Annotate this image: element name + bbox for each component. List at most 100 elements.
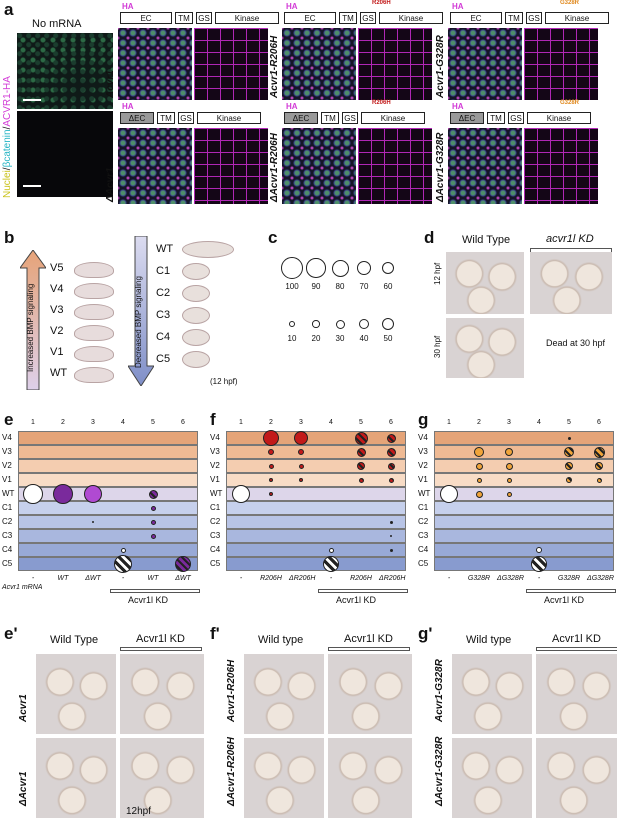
- micrograph-ha: [358, 128, 432, 204]
- embryo-photo-wt: [452, 738, 532, 818]
- phenotype-circle: [564, 447, 574, 457]
- d-kd-label: acvr1l KD: [546, 233, 594, 245]
- kd-bar: [120, 647, 202, 651]
- domain-box: Kinase: [197, 112, 261, 124]
- phenotype-circle: [390, 535, 392, 537]
- panel-label-g-prime: g': [418, 624, 433, 643]
- embryo-photo-wt: [36, 738, 116, 818]
- x-label: WT: [57, 575, 69, 582]
- domain-box: TM: [157, 112, 175, 124]
- kd-label: Acvr1l KD: [336, 595, 377, 605]
- row-label-wt: WT: [210, 489, 223, 498]
- class-row: [226, 501, 406, 515]
- kd-header: Acvr1l KD: [136, 633, 185, 645]
- row-label-c3: C3: [210, 531, 221, 540]
- phenotype-circle: [474, 447, 484, 457]
- panel-label-d: d: [424, 228, 435, 247]
- phenotype-circle: [23, 484, 43, 504]
- scale-circle: [312, 320, 320, 328]
- row-label-v3: V3: [2, 447, 12, 456]
- class-row: [226, 431, 406, 445]
- x-label: -: [121, 575, 125, 582]
- micrograph-ha: [194, 128, 268, 204]
- phenotype-circle: [263, 430, 279, 446]
- column-number: 4: [537, 419, 541, 426]
- kd-bar: [110, 589, 200, 593]
- scale-value: 10: [287, 334, 297, 343]
- embryo-photo-kd: [328, 738, 412, 818]
- column-number: 2: [477, 419, 481, 426]
- row-genotype: ΔAcvr1-G328R: [434, 736, 445, 806]
- wt-header: Wild type: [466, 634, 512, 646]
- construct-label: Acvr1-R206H: [269, 35, 280, 98]
- row-label-c5: C5: [2, 559, 13, 568]
- scale-value: 90: [311, 282, 321, 291]
- x-label: G328R: [467, 575, 491, 582]
- kd-bar: [318, 589, 408, 593]
- scale-circle: [335, 319, 345, 329]
- class-row: [434, 529, 614, 543]
- decrease-label: Decreased BMP signaling: [134, 276, 143, 368]
- row-label-c1: C1: [418, 503, 429, 512]
- kd-header: Acvr1l KD: [344, 633, 393, 645]
- phenotype-circle: [150, 519, 156, 525]
- class-label-v2: V2: [50, 325, 64, 337]
- phenotype-circle: [536, 547, 542, 553]
- x-label: R206H: [350, 575, 372, 582]
- ha-tag: HA: [286, 102, 298, 111]
- class-row: [18, 431, 198, 445]
- kd-bar: [328, 647, 410, 651]
- phenotype-circle: [120, 547, 126, 553]
- row-label-c5: C5: [210, 559, 221, 568]
- d-dead-label: Dead at 30 hpf: [546, 338, 606, 348]
- panel-label-f: f: [210, 410, 216, 429]
- phenotype-circle: [386, 433, 396, 443]
- domain-box: ΔEC: [120, 112, 154, 124]
- embryo-image: [182, 285, 210, 302]
- row-label-v2: V2: [418, 461, 428, 470]
- column-number: 1: [31, 419, 35, 426]
- phenotype-circle: [387, 462, 395, 470]
- phenotype-circle: [268, 463, 274, 469]
- column-number: 3: [299, 419, 303, 426]
- row-label-v4: V4: [418, 433, 428, 442]
- panel-label-e-prime: e': [4, 624, 18, 643]
- row-genotype: ΔAcvr1: [18, 771, 29, 806]
- x-label: ΔWT: [175, 575, 191, 582]
- class-row: [226, 459, 406, 473]
- phenotype-circle: [531, 556, 547, 572]
- x-label: G328R: [557, 575, 581, 582]
- phenotype-circle: [475, 462, 483, 470]
- phenotype-circle: [323, 556, 339, 572]
- d-photo-wt-12: [446, 252, 524, 314]
- domain-box: GS: [360, 12, 376, 24]
- embryo-image: [74, 346, 114, 362]
- d-time-30: 30 hpf: [433, 335, 442, 358]
- embryo-image: [182, 351, 210, 368]
- row-label-v4: V4: [210, 433, 220, 442]
- domain-box: GS: [196, 12, 212, 24]
- x-label: -: [329, 575, 333, 582]
- ha-tag: HA: [122, 2, 134, 11]
- phenotype-circle: [388, 477, 394, 483]
- domain-box: EC: [450, 12, 502, 24]
- domain-box: ΔEC: [284, 112, 318, 124]
- kd-header: Acvr1l KD: [552, 633, 601, 645]
- construct-label: ΔAcvr1: [105, 167, 116, 202]
- class-row: [434, 459, 614, 473]
- x-label: ΔR206H: [379, 575, 406, 582]
- phenotype-circle: [150, 505, 156, 511]
- class-row: [434, 473, 614, 487]
- row-label-v1: V1: [210, 475, 220, 484]
- mrna-axis-label: Acvr1 mRNA: [2, 584, 43, 591]
- panel-label-g: g: [418, 410, 429, 429]
- scale-circle: [306, 258, 326, 278]
- phenotype-circle: [268, 449, 274, 455]
- class-row: [18, 529, 198, 543]
- phenotype-circle: [506, 491, 512, 497]
- wt-header: Wild type: [258, 634, 304, 646]
- class-row: [434, 501, 614, 515]
- d-photo-kd-12: [530, 252, 612, 314]
- class-row: [18, 501, 198, 515]
- panel-label-e: e: [4, 410, 14, 429]
